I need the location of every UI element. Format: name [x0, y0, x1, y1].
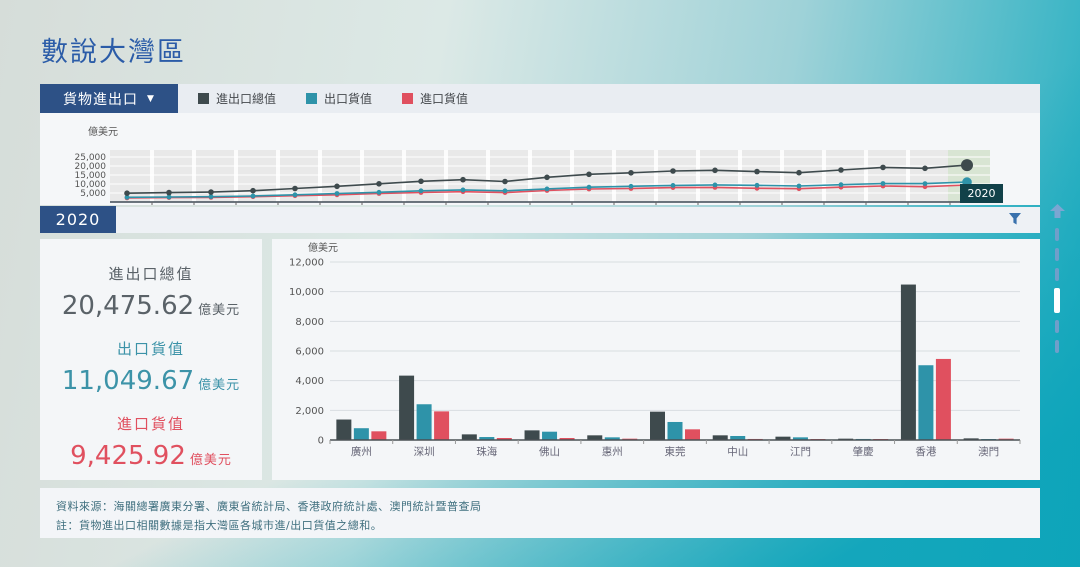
svg-text:10,000: 10,000 [75, 180, 107, 190]
timeline-panel: 億美元 5,000 10,000 15,000 20,000 25,000 2020 [40, 113, 1040, 205]
legend-swatch-import-icon [402, 93, 414, 104]
chevron-down-icon: ▼ [147, 93, 155, 104]
filter-funnel-icon[interactable] [1008, 212, 1022, 226]
city-bar-chart-panel: 億美元 0 2,000 4,000 6,000 8,000 10,000 12,000 廣州 深圳… [272, 239, 1040, 480]
timeline-unit-label: 億美元 [88, 127, 118, 138]
stat-import-label: 進口貨值 [116, 415, 185, 433]
svg-text:深圳: 深圳 [414, 446, 435, 458]
stat-total-unit: 億美元 [198, 303, 241, 318]
timeline-year-tooltip: 2020 [960, 184, 1003, 203]
stat-export-label: 出口貨值 [116, 340, 185, 358]
svg-text:惠州: 惠州 [602, 445, 623, 458]
svg-text:2,000: 2,000 [295, 406, 324, 417]
stat-import-unit: 億美元 [189, 453, 232, 468]
data-source-note: 資料來源：海關總署廣東分署、廣東省統計局、香港政府統計處、澳門統計暨普查局 [56, 500, 482, 513]
svg-text:佛山: 佛山 [539, 445, 560, 458]
legend-item-import[interactable]: 進口貨值 [402, 90, 468, 107]
svg-text:廣州: 廣州 [351, 445, 372, 458]
stat-export: 出口貨值 11,049.67 億美元 [40, 338, 262, 396]
scroll-segment[interactable] [1055, 228, 1059, 241]
svg-text:25,000: 25,000 [75, 153, 107, 163]
toolbar: 貨物進出口 ▼ 進出口總值 出口貨值 進口貨值 [40, 84, 1040, 113]
stat-total: 進出口總值 20,475.62 億美元 [40, 263, 262, 321]
svg-text:0: 0 [318, 436, 324, 447]
svg-text:6,000: 6,000 [295, 347, 324, 358]
svg-text:8,000: 8,000 [295, 317, 324, 328]
legend-item-total[interactable]: 進出口總值 [198, 90, 276, 107]
svg-text:澳門: 澳門 [978, 445, 999, 458]
arrow-up-icon[interactable] [1049, 204, 1065, 218]
scroll-segment-current[interactable] [1054, 288, 1060, 313]
summary-stats-panel: 進出口總值 20,475.62 億美元 出口貨值 11,049.67 億美元 進口貨… [40, 239, 262, 480]
svg-text:億美元: 億美元 [308, 241, 338, 254]
footer-notes: 資料來源：海關總署廣東分署、廣東省統計局、香港政府統計處、澳門統計暨普查局 註：… [40, 488, 1040, 538]
stat-export-value: 11,049.67 億美元 [61, 366, 241, 396]
legend-label-total: 進出口總值 [216, 92, 277, 106]
legend-item-export[interactable]: 出口貨值 [306, 90, 372, 107]
svg-text:12,000: 12,000 [289, 258, 324, 269]
scroll-segment[interactable] [1055, 248, 1059, 261]
svg-text:4,000: 4,000 [295, 376, 324, 387]
stat-total-label: 進出口總值 [108, 265, 194, 283]
year-selector-row: 2020 [40, 206, 1040, 233]
svg-text:香港: 香港 [915, 446, 936, 458]
chart-legend: 進出口總值 出口貨值 進口貨值 [178, 84, 1040, 113]
topic-dropdown[interactable]: 貨物進出口 ▼ [40, 84, 178, 113]
stat-total-value: 20,475.62 億美元 [61, 291, 241, 321]
svg-text:中山: 中山 [727, 445, 748, 458]
legend-label-import: 進口貨值 [420, 92, 469, 106]
svg-text:江門: 江門 [790, 446, 811, 458]
scroll-segment[interactable] [1055, 268, 1059, 281]
svg-text:10,000: 10,000 [289, 287, 324, 298]
svg-text:肇慶: 肇慶 [853, 445, 874, 458]
scroll-segment[interactable] [1055, 320, 1059, 333]
svg-text:15,000: 15,000 [75, 171, 107, 181]
svg-text:東莞: 東莞 [665, 445, 686, 458]
stat-import: 進口貨值 9,425.92 億美元 [40, 413, 262, 471]
topic-dropdown-label: 貨物進出口 [63, 91, 139, 108]
legend-swatch-total-icon [198, 93, 209, 104]
selected-year-badge: 2020 [40, 206, 116, 233]
definition-note: 註：貨物進出口相關數據是指大灣區各城市進/出口貨值之總和。 [56, 519, 383, 532]
legend-label-export: 出口貨值 [324, 92, 373, 106]
legend-swatch-export-icon [306, 93, 318, 104]
svg-text:珠海: 珠海 [476, 445, 497, 458]
stat-export-unit: 億美元 [198, 378, 241, 393]
page-title: 數說大灣區 [41, 37, 186, 68]
scroll-indicator[interactable] [1048, 204, 1066, 353]
svg-text:20,000: 20,000 [75, 162, 107, 172]
city-bar-chart[interactable]: 億美元 0 2,000 4,000 6,000 8,000 10,000 12,000 廣州 深圳… [272, 239, 1040, 480]
scroll-segment[interactable] [1055, 340, 1059, 353]
stat-import-value: 9,425.92 億美元 [70, 441, 232, 471]
svg-text:5,000: 5,000 [80, 189, 106, 199]
